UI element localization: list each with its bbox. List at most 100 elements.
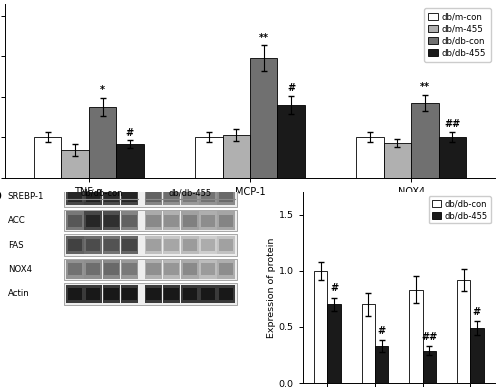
Bar	[422, 351, 436, 383]
Bar	[278, 105, 305, 178]
Bar	[182, 264, 197, 276]
Bar	[68, 214, 82, 226]
Bar	[145, 187, 162, 205]
Bar	[102, 211, 120, 230]
Bar	[164, 288, 179, 300]
Bar	[457, 280, 470, 383]
Bar	[64, 259, 237, 280]
Text: Actin: Actin	[8, 289, 30, 298]
Bar	[163, 211, 180, 230]
Bar	[219, 190, 234, 202]
Bar	[146, 264, 161, 276]
Legend: db/m-con, db/m-455, db/db-con, db/db-455: db/m-con, db/m-455, db/db-con, db/db-455	[424, 8, 490, 62]
Bar	[182, 239, 197, 251]
Bar	[181, 211, 198, 230]
Bar	[122, 190, 136, 202]
Bar	[145, 284, 162, 303]
Text: *: *	[100, 85, 105, 95]
Text: ##: ##	[421, 332, 438, 342]
Text: db/db-con: db/db-con	[81, 189, 124, 198]
Bar	[68, 264, 82, 276]
Bar	[164, 239, 179, 251]
Text: NOX4: NOX4	[8, 265, 32, 274]
Bar	[182, 190, 197, 202]
Bar	[66, 211, 84, 230]
Bar	[104, 288, 118, 300]
Bar	[145, 211, 162, 230]
Bar	[122, 239, 136, 251]
Bar	[62, 150, 89, 178]
Bar	[384, 143, 411, 178]
Text: **: **	[258, 33, 268, 43]
Bar	[122, 288, 136, 300]
Bar	[200, 260, 216, 279]
Bar	[84, 211, 102, 230]
Text: ##: ##	[444, 120, 460, 130]
Bar	[102, 187, 120, 205]
Bar	[328, 305, 341, 383]
Bar	[250, 58, 278, 178]
Bar	[68, 288, 82, 300]
Legend: db/db-con, db/db-455: db/db-con, db/db-455	[428, 196, 491, 223]
Text: SREBP-1: SREBP-1	[8, 192, 44, 200]
Bar	[181, 187, 198, 205]
Bar	[66, 260, 84, 279]
Bar	[218, 211, 235, 230]
Bar	[84, 187, 102, 205]
Text: ACC: ACC	[8, 216, 25, 225]
Y-axis label: Expression of protein: Expression of protein	[267, 238, 276, 338]
Bar	[200, 190, 216, 202]
Bar	[218, 236, 235, 254]
Bar	[182, 214, 197, 226]
Bar	[66, 284, 84, 303]
Bar	[86, 214, 101, 226]
Bar	[163, 284, 180, 303]
Bar	[64, 283, 237, 305]
Bar	[164, 214, 179, 226]
Bar	[362, 305, 375, 383]
Text: db/db-455: db/db-455	[168, 189, 212, 198]
Bar	[34, 137, 62, 178]
Bar	[195, 137, 222, 178]
Bar	[219, 214, 234, 226]
Bar	[102, 260, 120, 279]
Bar	[145, 260, 162, 279]
Bar	[163, 260, 180, 279]
Bar	[218, 260, 235, 279]
Bar	[200, 288, 216, 300]
Bar	[146, 214, 161, 226]
Bar	[120, 236, 138, 254]
Bar	[102, 284, 120, 303]
Bar	[104, 214, 118, 226]
Bar	[102, 236, 120, 254]
Bar	[314, 271, 328, 383]
Bar	[182, 288, 197, 300]
Bar	[410, 290, 422, 383]
Bar	[84, 260, 102, 279]
Bar	[200, 239, 216, 251]
Bar	[68, 239, 82, 251]
Bar	[66, 236, 84, 254]
Bar	[120, 187, 138, 205]
Bar	[89, 107, 116, 178]
Bar	[200, 187, 216, 205]
Bar	[218, 187, 235, 205]
Bar	[120, 211, 138, 230]
Bar	[164, 264, 179, 276]
Bar	[146, 239, 161, 251]
Bar	[200, 264, 216, 276]
Bar	[68, 190, 82, 202]
Bar	[222, 135, 250, 178]
Bar	[200, 236, 216, 254]
Text: #: #	[126, 128, 134, 137]
Bar	[122, 214, 136, 226]
Bar	[219, 264, 234, 276]
Bar	[84, 284, 102, 303]
Bar	[219, 239, 234, 251]
Bar	[200, 214, 216, 226]
Bar	[163, 187, 180, 205]
Bar	[438, 137, 466, 178]
Bar	[64, 185, 237, 207]
Bar	[122, 264, 136, 276]
Bar	[181, 236, 198, 254]
